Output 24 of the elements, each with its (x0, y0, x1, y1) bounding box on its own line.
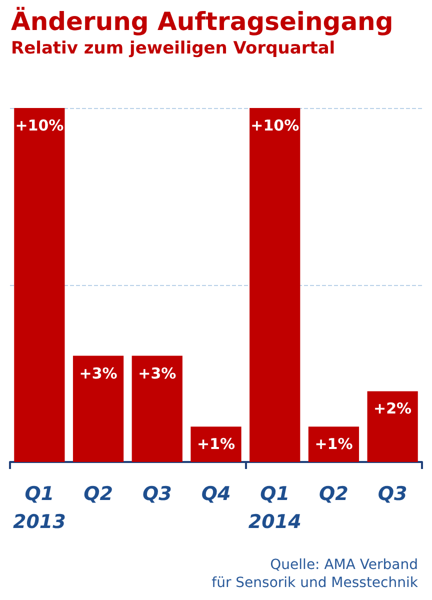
x-tick-label: Q2 (84, 483, 113, 505)
bar (72, 356, 124, 462)
bar (250, 108, 300, 462)
chart-title: Änderung Auftragseingang (11, 6, 394, 36)
x-tick-label: Q2 (319, 483, 348, 505)
data-label: +1% (196, 435, 236, 454)
x-tick-label: Q3 (378, 483, 408, 505)
x-tick-label: Q1 2014 (248, 483, 302, 533)
bar (308, 426, 360, 462)
data-label: +1% (314, 435, 353, 454)
x-tick-label: Q1 2013 (12, 483, 66, 533)
x-tick-label: Q4 (201, 483, 231, 505)
data-label: +10% (250, 116, 300, 134)
bar (190, 426, 242, 462)
data-label: +10% (15, 116, 64, 134)
data-label: +3% (79, 364, 118, 382)
bar (132, 356, 182, 462)
source-note: Quelle: AMA Verband für Sensorik und Messtechnik (212, 557, 419, 591)
x-tick-label: Q3 (142, 483, 172, 505)
data-label: +2% (374, 400, 412, 418)
chart-subtitle: Relativ zum jeweiligen Vorquartal (11, 38, 336, 58)
data-label: +3% (138, 364, 176, 382)
bar (14, 108, 65, 462)
bar (367, 391, 418, 462)
